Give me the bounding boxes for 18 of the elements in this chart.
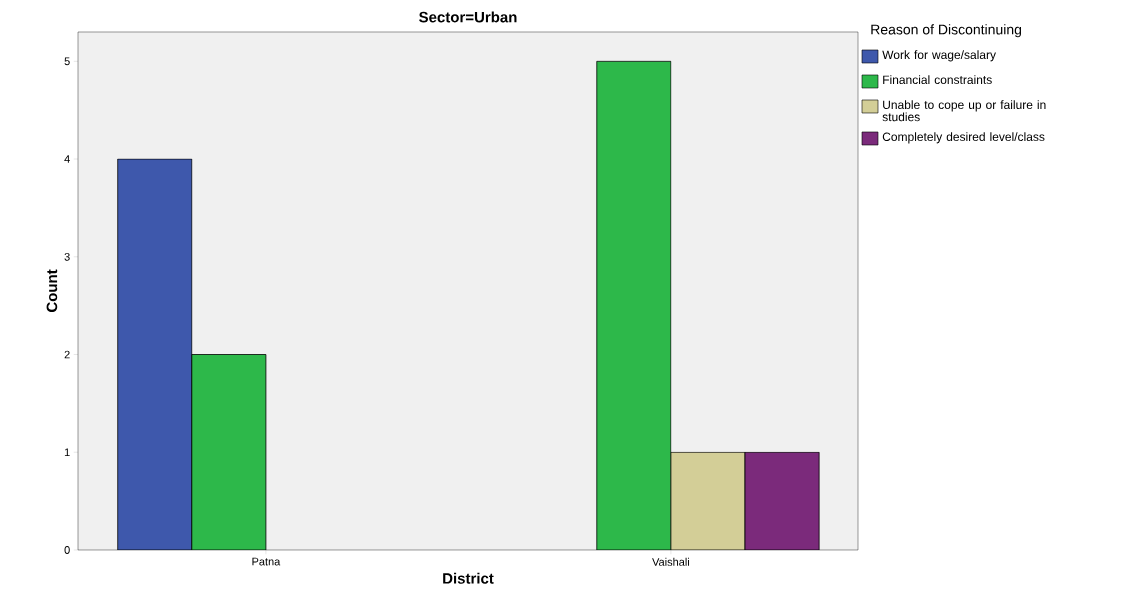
y-tick-label: 1 xyxy=(64,448,70,457)
y-tick-label: 3 xyxy=(64,252,70,261)
bar xyxy=(191,354,267,550)
y-tick-label: 2 xyxy=(64,350,70,359)
bar xyxy=(596,60,672,550)
legend-label: Financial constraints xyxy=(883,75,992,84)
legend-label: Completely desired level/class xyxy=(882,132,1045,144)
y-tick-label: 0 xyxy=(64,546,70,554)
x-axis-title: District xyxy=(443,572,494,584)
y-axis-title: Count xyxy=(46,269,58,313)
legend-label: Unable to cope up or failure in studies xyxy=(882,100,1046,122)
x-tick-label: Vaishali xyxy=(652,557,690,566)
x-tick-label: Patna xyxy=(252,557,281,566)
legend-label: Work for wage/salary xyxy=(882,50,996,62)
chart-title: Sector=Urban xyxy=(419,11,517,23)
y-tick-label: 5 xyxy=(64,57,70,66)
y-tick-label: 4 xyxy=(64,155,70,163)
legend-title: Reason of Discontinuing xyxy=(871,24,1022,38)
